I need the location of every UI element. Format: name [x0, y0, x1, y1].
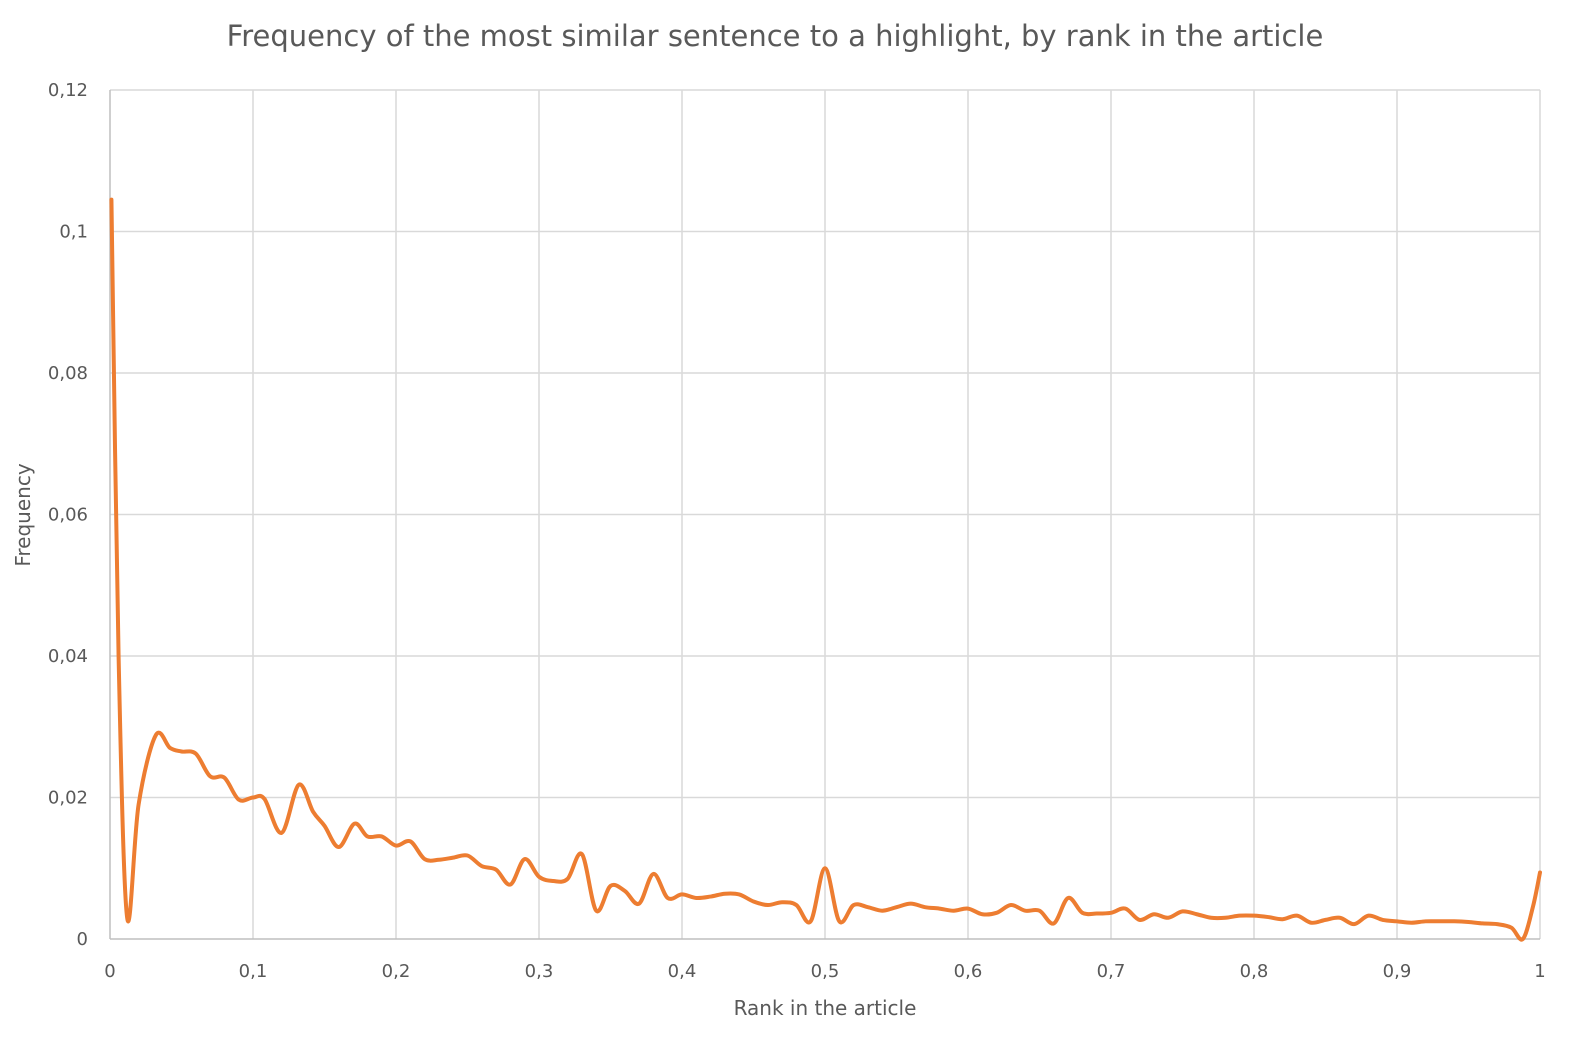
x-tick-label: 0,9 [1383, 961, 1412, 982]
y-tick-labels: 0 0,02 0,04 0,06 0,08 0,1 0,12 [48, 80, 88, 950]
y-tick-label: 0,08 [48, 363, 88, 384]
x-tick-label: 1 [1534, 961, 1545, 982]
y-tick-label: 0,02 [48, 788, 88, 809]
x-tick-label: 0,4 [668, 961, 697, 982]
frequency-series-line [109, 197, 1542, 942]
y-tick-label: 0,1 [59, 222, 88, 243]
x-tick-label: 0,1 [239, 961, 268, 982]
y-tick-label: 0,06 [48, 505, 88, 526]
y-tick-label: 0,04 [48, 646, 88, 667]
series-layer [109, 197, 1542, 942]
chart-title: Frequency of the most similar sentence t… [227, 19, 1324, 53]
y-axis-label: Frequency [11, 463, 35, 566]
y-tick-label: 0,12 [48, 80, 88, 101]
x-tick-label: 0,7 [1097, 961, 1126, 982]
x-tick-label: 0,2 [382, 961, 411, 982]
gridlines [110, 89, 1541, 939]
x-tick-label: 0,8 [1240, 961, 1269, 982]
x-tick-label: 0,5 [811, 961, 840, 982]
x-tick-label: 0,3 [525, 961, 554, 982]
y-tick-label: 0 [77, 929, 88, 950]
x-axis-label: Rank in the article [734, 996, 917, 1020]
x-tick-label: 0,6 [954, 961, 983, 982]
x-tick-labels: 0 0,1 0,2 0,3 0,4 0,5 0,6 0,7 0,8 0,9 1 [104, 961, 1545, 982]
x-tick-label: 0 [104, 961, 115, 982]
